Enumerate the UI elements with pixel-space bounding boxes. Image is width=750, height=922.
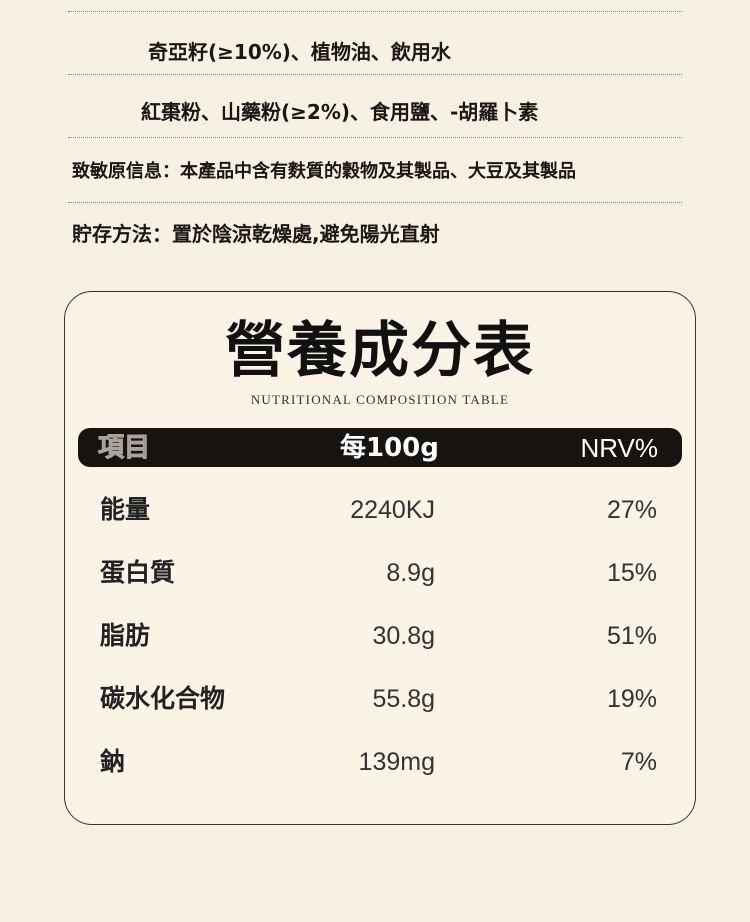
allergen-info: 致敏原信息：本產品中含有麩質的穀物及其製品、大豆及其製品 xyxy=(72,161,576,182)
nutrient-name: 蛋白質 xyxy=(100,558,176,587)
table-header: 項目 每100g NRV% xyxy=(78,428,682,467)
table-row: 碳水化合物 55.8g 19% xyxy=(65,683,695,723)
nutrient-name: 脂肪 xyxy=(100,621,151,650)
nutrition-table: 營養成分表 NUTRITIONAL COMPOSITION TABLE 項目 每… xyxy=(64,291,696,825)
ingredients-line: 奇亞籽(≥10%)、植物油、飲用水 xyxy=(148,40,451,64)
table-row: 鈉 139mg 7% xyxy=(65,746,695,786)
table-row: 能量 2240KJ 27% xyxy=(65,494,695,534)
header-item: 項目 xyxy=(97,433,151,464)
nutrient-name: 能量 xyxy=(100,495,151,524)
table-row: 脂肪 30.8g 51% xyxy=(65,620,695,660)
nutrient-value: 8.9g xyxy=(386,559,435,587)
header-per-100g: 每100g xyxy=(340,433,439,463)
nutrient-value: 55.8g xyxy=(372,685,435,713)
storage-info: 貯存方法：置於陰涼乾燥處,避免陽光直射 xyxy=(72,222,440,246)
table-title: 營養成分表 xyxy=(225,316,535,386)
header-nrv: NRV% xyxy=(580,433,658,463)
nutrient-value: 2240KJ xyxy=(350,496,435,524)
nutrient-nrv: 27% xyxy=(606,496,657,524)
nutrient-value: 139mg xyxy=(358,748,435,776)
nutrient-nrv: 15% xyxy=(606,559,657,587)
divider xyxy=(68,74,682,75)
nutrient-name: 鈉 xyxy=(100,747,126,776)
table-subtitle: NUTRITIONAL COMPOSITION TABLE xyxy=(250,392,510,407)
divider xyxy=(68,202,682,203)
nutrient-name: 碳水化合物 xyxy=(100,684,226,713)
nutrient-value: 30.8g xyxy=(372,622,435,650)
divider xyxy=(68,137,682,138)
ingredients-line: 紅棗粉、山藥粉(≥2%)、食用鹽、-胡羅卜素 xyxy=(141,100,539,124)
nutrient-nrv: 7% xyxy=(620,748,657,776)
nutrient-nrv: 19% xyxy=(606,685,657,713)
table-row: 蛋白質 8.9g 15% xyxy=(65,557,695,597)
divider xyxy=(68,11,682,12)
nutrient-nrv: 51% xyxy=(606,622,657,650)
